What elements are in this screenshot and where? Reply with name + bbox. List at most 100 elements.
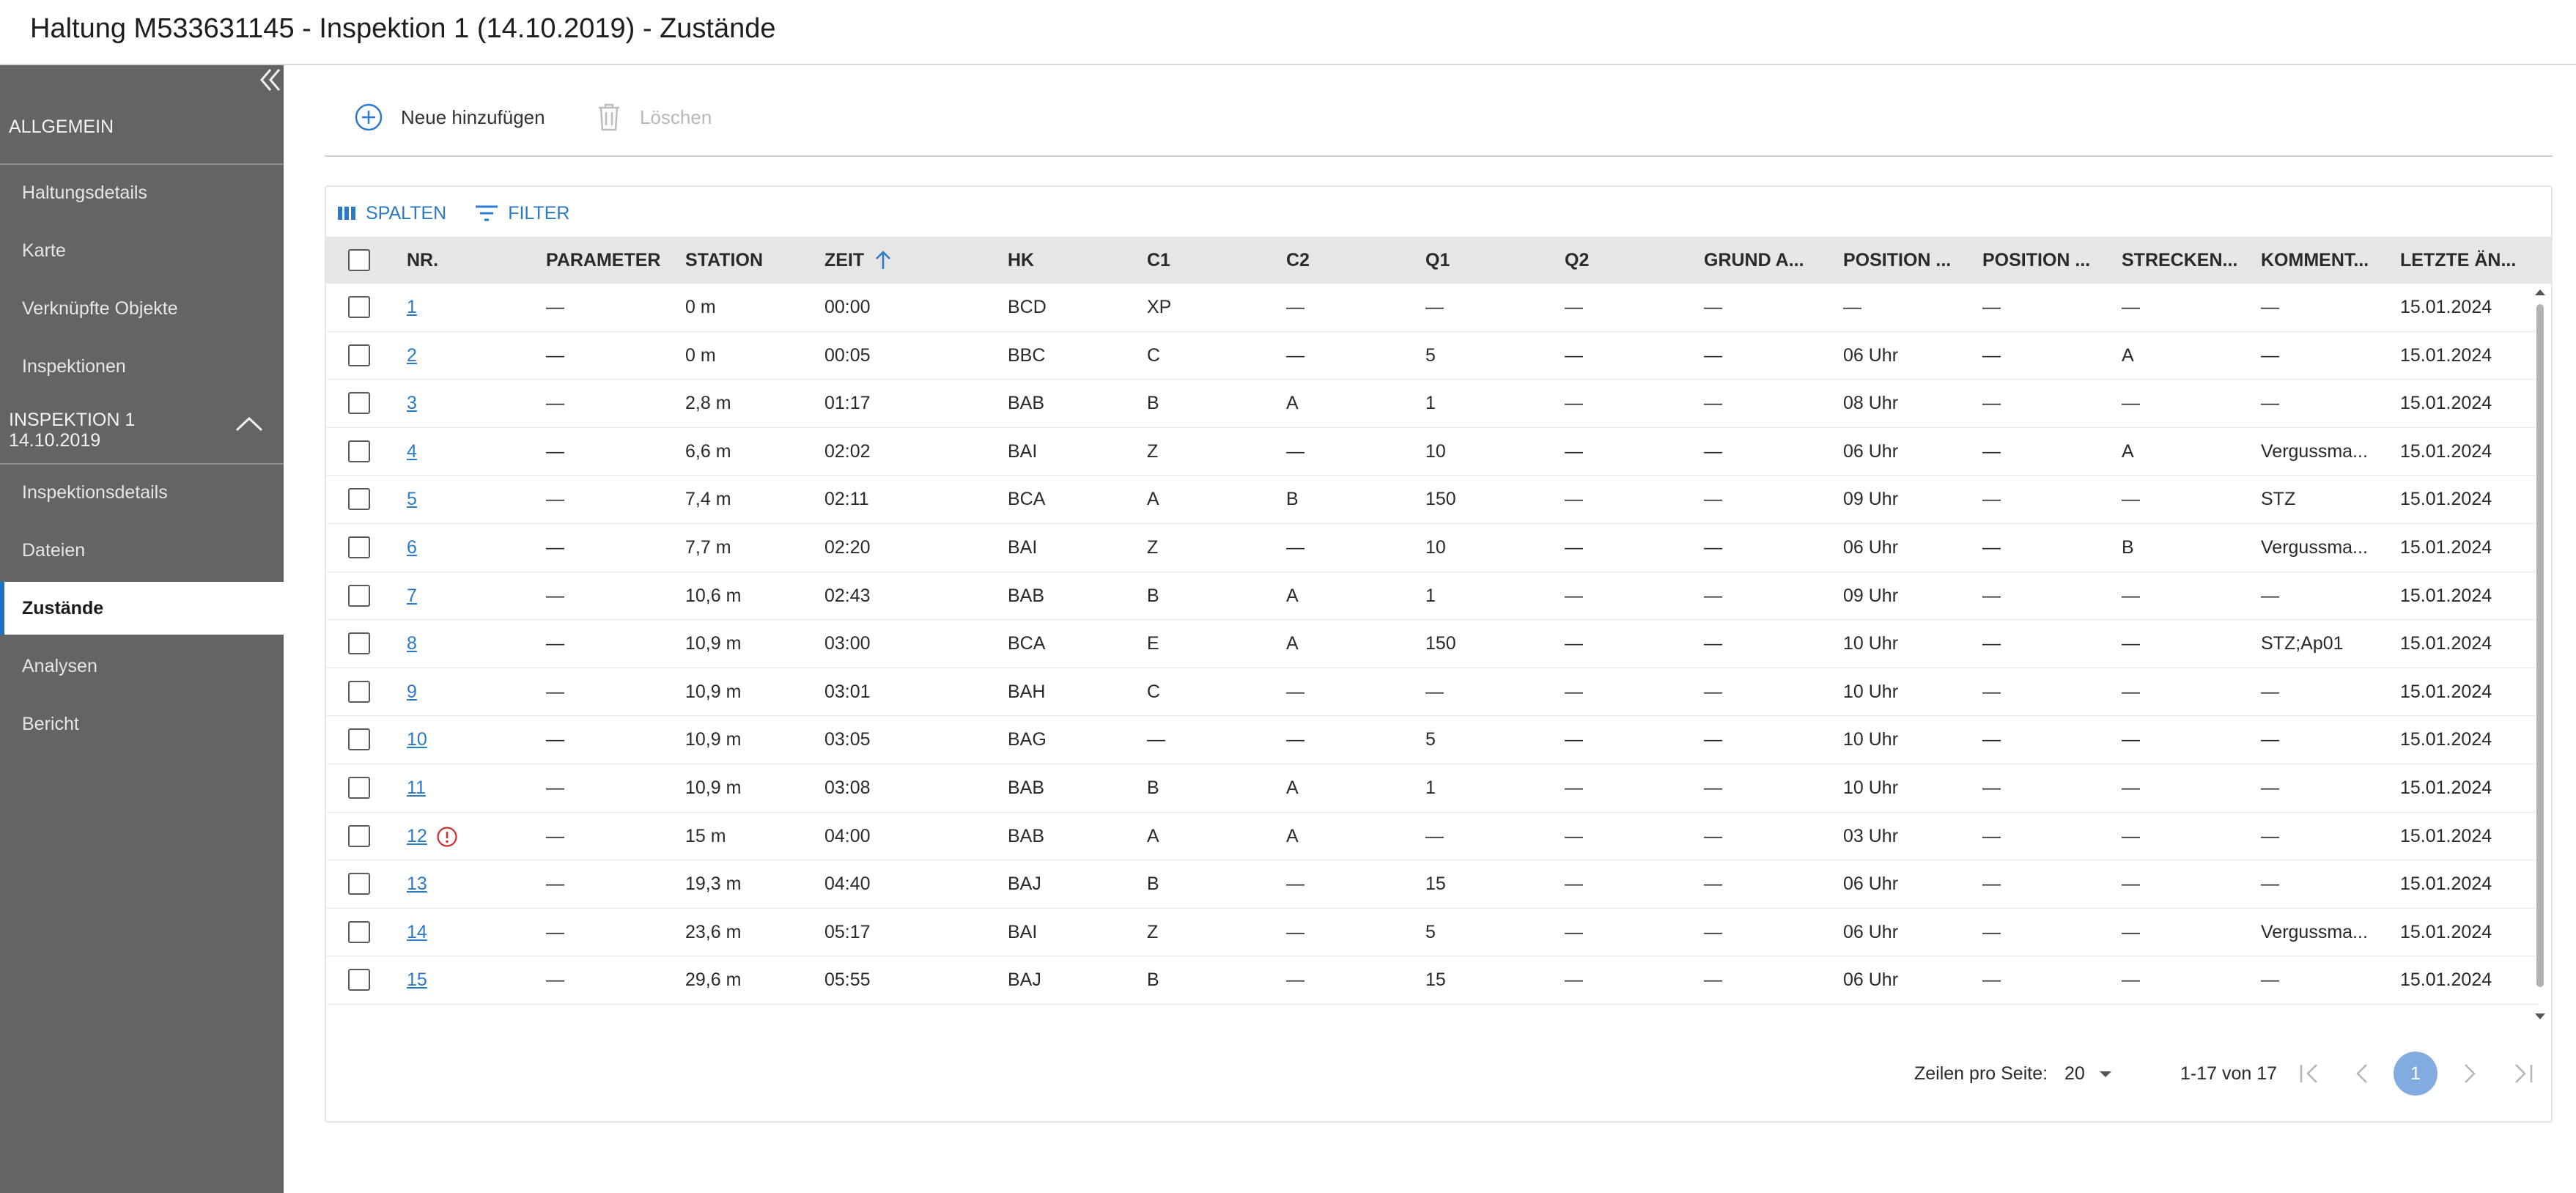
table-row[interactable]: 3 — 2,8 m 01:17 BAB B A 1 — — 08 Uhr — — — 15.01.2024 [326,380,2539,428]
column-header[interactable]: NR. [407,250,439,270]
row-number-link[interactable]: 11 [407,778,426,798]
column-header[interactable]: KOMMENT... [2261,250,2369,270]
sidebar-item-verknuepfte-objekte[interactable]: Verknüpfte Objekte [22,298,178,319]
sidebar-item-analysen[interactable]: Analysen [22,656,97,676]
scrollbar-thumb[interactable] [2536,304,2544,987]
sidebar-item-inspektionen[interactable]: Inspektionen [22,356,126,377]
rows-per-page-select[interactable]: 20 [2064,1052,2123,1096]
table-row[interactable]: 12 — 15 m 04:00 BAB A A — — — 03 Uhr — — — 15.01.2024 [326,813,2539,861]
column-header[interactable]: POSITION ... [1843,250,1952,270]
first-page-icon[interactable] [2295,1059,2324,1088]
row-number-link[interactable]: 3 [407,393,417,414]
column-header[interactable]: STRECKEN... [2122,250,2238,270]
row-checkbox[interactable] [348,777,370,799]
add-new-button[interactable]: Neue hinzufügen [354,95,545,139]
chevron-up-icon[interactable] [232,413,266,435]
table-cell: E [1147,633,1159,654]
table-row[interactable]: 13 — 19,3 m 04:40 BAJ B — 15 — — 06 Uhr — — — 15.01.20… [326,860,2539,909]
table-row[interactable]: 14 — 23,6 m 05:17 BAI Z — 5 — — 06 Uhr — — Vergussma.… [326,909,2539,957]
scroll-up-icon[interactable] [2532,287,2548,298]
page-1-button[interactable]: 1 [2394,1052,2437,1096]
row-checkbox[interactable] [348,873,370,895]
sidebar-item-bericht[interactable]: Bericht [22,714,79,734]
sidebar-item-inspektionsdetails[interactable]: Inspektionsdetails [22,482,168,503]
row-checkbox[interactable] [348,584,370,607]
row-number-link[interactable]: 10 [407,729,427,750]
table-cell: 01:17 [824,393,871,414]
table-row[interactable]: 4 — 6,6 m 02:02 BAI Z — 10 — — 06 Uhr — A Vergussma..… [326,428,2539,476]
row-checkbox[interactable] [348,344,370,366]
sidebar-item-karte[interactable]: Karte [22,240,66,261]
table-row[interactable]: 2 — 0 m 00:05 BBC C — 5 — — 06 Uhr — A — 15.01.2024 [326,332,2539,380]
column-header[interactable]: C1 [1147,250,1170,270]
sidebar-item-haltungsdetails[interactable]: Haltungsdetails [22,182,147,203]
table-cell: — [546,633,564,654]
row-checkbox[interactable] [348,536,370,558]
column-header[interactable]: C2 [1286,250,1310,270]
row-checkbox[interactable] [348,969,370,991]
table-row[interactable]: 5 — 7,4 m 02:11 BCA A B 150 — — 09 Uhr — — STZ 15.01.2… [326,476,2539,524]
select-all-checkbox[interactable] [348,249,370,271]
columns-button[interactable]: SPALTEN [336,203,446,224]
column-header[interactable]: Q1 [1425,250,1450,270]
table-cell: 5 [1425,921,1436,942]
row-checkbox[interactable] [348,488,370,511]
row-number-link[interactable]: 13 [407,873,427,895]
row-number-link[interactable]: 1 [407,297,417,317]
row-number-link[interactable]: 6 [407,537,417,558]
column-header[interactable]: HK [1008,250,1035,270]
row-number-link[interactable]: 9 [407,681,417,702]
row-number-link[interactable]: 4 [407,440,417,462]
previous-page-icon[interactable] [2347,1059,2377,1088]
row-number-link[interactable]: 8 [407,633,417,654]
sidebar-item-dateien[interactable]: Dateien [22,540,86,561]
table-row[interactable]: 6 — 7,7 m 02:20 BAI Z — 10 — — 06 Uhr — B Vergussma..… [326,524,2539,572]
row-number-link[interactable]: 7 [407,585,417,606]
row-number-link[interactable]: 2 [407,344,417,366]
table-row[interactable]: 9 — 10,9 m 03:01 BAH C — — — — 10 Uhr — — — 15.01.2024 [326,668,2539,717]
column-header[interactable]: GRUND A... [1704,250,1804,270]
table-row[interactable]: 1 — 0 m 00:00 BCD XP — — — — — — — — 15.01.2024 [326,284,2539,332]
row-number-link[interactable]: 5 [407,489,417,510]
last-page-icon[interactable] [2509,1059,2538,1088]
row-checkbox[interactable] [348,824,370,847]
table-row[interactable]: 16 — 34,8 m 06:38 BCE XP — — — — — — — — 15.01.2024 [326,1005,2539,1016]
table-cell: — [1286,729,1304,750]
column-header[interactable]: ZEIT [824,250,865,270]
row-number-link[interactable]: 15 [407,969,427,991]
sort-ascending-icon[interactable] [874,250,892,270]
row-checkbox[interactable] [348,392,370,415]
row-checkbox[interactable] [348,632,370,655]
table-row[interactable]: 11 — 10,9 m 03:08 BAB B A 1 — — 10 Uhr — — — 15.01.202… [326,764,2539,813]
row-checkbox[interactable] [348,440,370,462]
row-number-link[interactable]: 12 [407,825,427,846]
table-cell: B [1286,489,1299,510]
column-header[interactable]: LETZTE ÄN... [2400,250,2517,270]
table-row[interactable]: 8 — 10,9 m 03:00 BCA E A 150 — — 10 Uhr — — STZ;Ap01 1… [326,620,2539,668]
row-checkbox[interactable] [348,920,370,943]
column-header[interactable]: POSITION ... [1982,250,2091,270]
table-cell: — [546,969,564,991]
vertical-scrollbar[interactable] [2532,289,2548,1022]
table-cell: — [1704,585,1722,606]
filter-button[interactable]: FILTER [474,203,569,224]
pagination-bar: Zeilen pro Seite: 20 1-17 von 17 1 [326,1052,2551,1110]
table-cell: — [1565,778,1583,798]
row-checkbox[interactable] [348,728,370,751]
table-cell: — [1982,729,2001,750]
row-checkbox[interactable] [348,680,370,703]
row-number-link[interactable]: 14 [407,921,427,942]
table-row[interactable]: 15 — 29,6 m 05:55 BAJ B — 15 — — 06 Uhr — — — 15.01.20… [326,956,2539,1005]
next-page-icon[interactable] [2455,1059,2484,1088]
section-header-inspection[interactable]: INSPEKTION 1 14.10.2019 [9,410,135,451]
table-row[interactable]: 10 — 10,9 m 03:05 BAG — — 5 — — 10 Uhr — — — 15.01.202… [326,716,2539,764]
column-header[interactable]: PARAMETER [546,250,661,270]
column-header[interactable]: STATION [685,250,764,270]
table-row[interactable]: 7 — 10,6 m 02:43 BAB B A 1 — — 09 Uhr — — — 15.01.2024 [326,572,2539,621]
column-header[interactable]: Q2 [1565,250,1590,270]
row-checkbox[interactable] [348,296,370,318]
scroll-down-icon[interactable] [2532,1011,2548,1022]
sidebar-item-zustaende[interactable]: Zustände [0,582,284,635]
delete-button[interactable]: Löschen [596,95,712,139]
collapse-sidebar-icon[interactable] [254,65,284,95]
